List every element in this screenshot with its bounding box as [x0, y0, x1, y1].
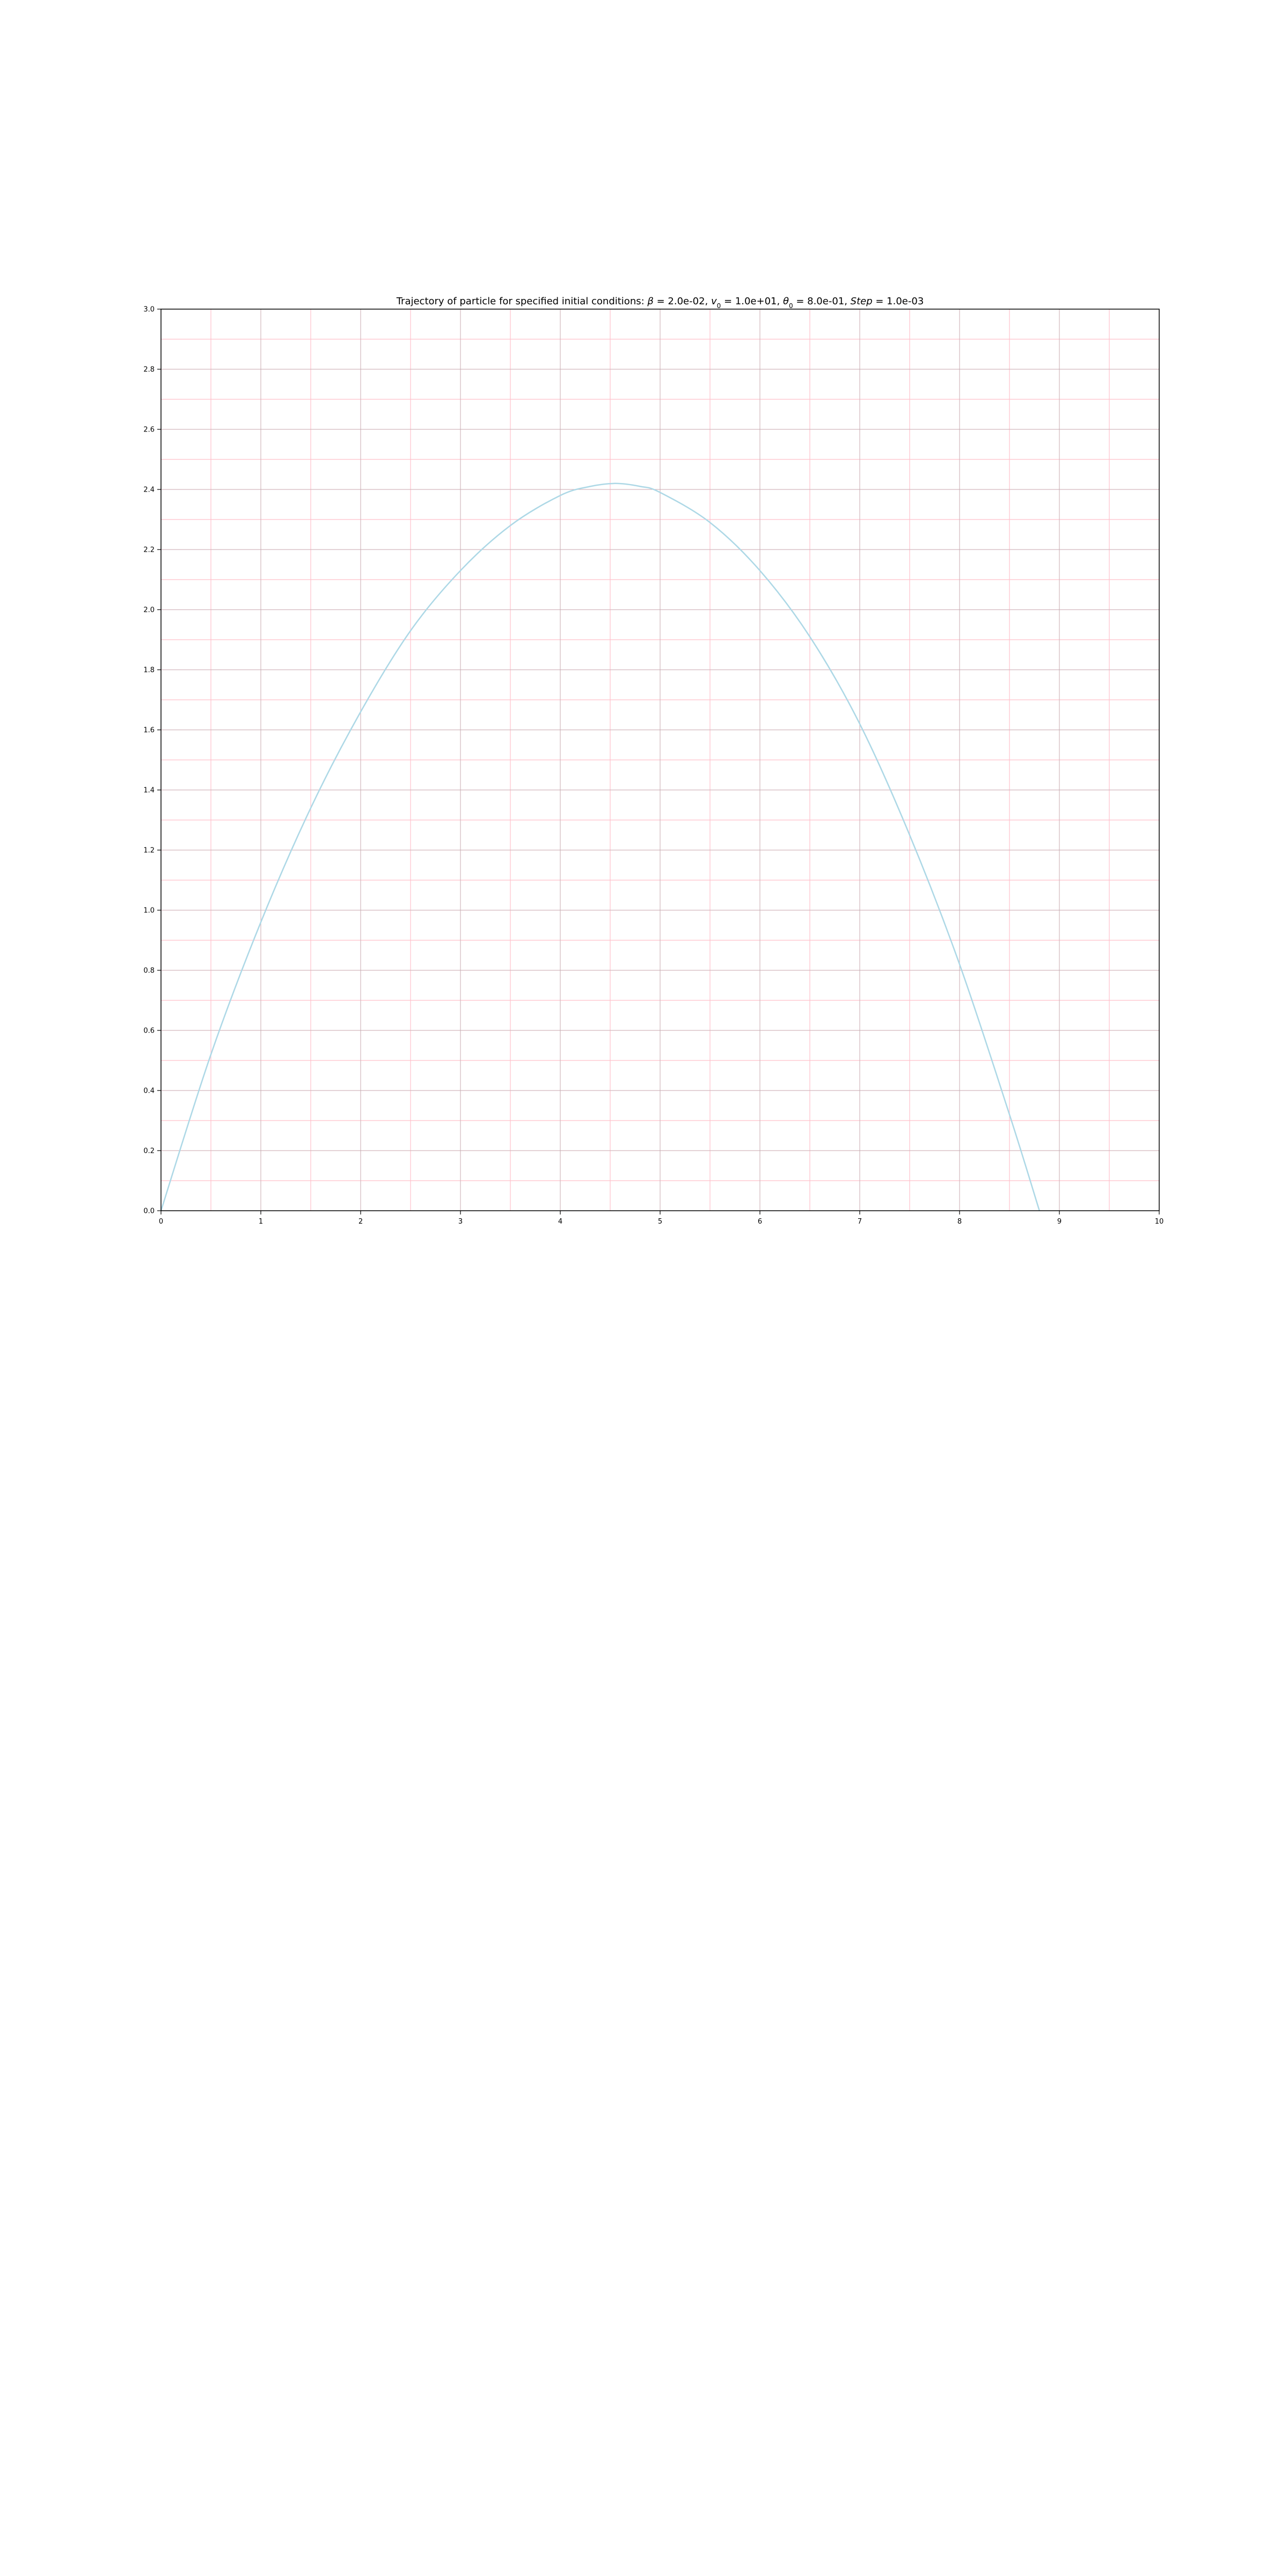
x-tick-label: 3 — [458, 1218, 463, 1226]
x-tick-label: 10 — [1155, 1218, 1164, 1226]
y-tick-label: 1.8 — [143, 667, 155, 675]
y-tick-label: 0.6 — [143, 1027, 155, 1035]
title-step-label: Step — [851, 296, 873, 307]
y-tick-label: 0.0 — [143, 1208, 155, 1216]
y-tick-label: 1.2 — [143, 847, 155, 855]
x-axis-ticks: 0 1 2 3 4 5 6 7 8 9 10 — [159, 1211, 1163, 1226]
x-tick-label: 8 — [957, 1218, 962, 1226]
y-tick-label: 3.0 — [143, 306, 155, 314]
y-tick-label: 2.4 — [143, 486, 155, 494]
y-tick-label: 2.6 — [143, 426, 155, 434]
y-tick-label: 2.0 — [143, 606, 155, 614]
title-v-symbol: v — [711, 296, 717, 307]
x-tick-label: 5 — [658, 1218, 662, 1226]
title-step-value: = 1.0e-03 — [873, 296, 924, 307]
y-tick-label: 2.2 — [143, 546, 155, 554]
title-theta-symbol: θ — [783, 296, 789, 307]
chart-title: Trajectory of particle for specified ini… — [396, 296, 924, 310]
y-tick-label: 1.4 — [143, 787, 155, 795]
y-tick-label: 1.0 — [143, 907, 155, 915]
title-v-subscript: 0 — [717, 302, 721, 310]
title-theta-value: = 8.0e-01, — [793, 296, 851, 307]
y-tick-label: 0.8 — [143, 967, 155, 975]
x-tick-label: 0 — [159, 1218, 163, 1226]
y-tick-label: 1.6 — [143, 727, 155, 735]
title-prefix: Trajectory of particle for specified ini… — [396, 296, 648, 307]
x-tick-label: 1 — [259, 1218, 263, 1226]
x-tick-label: 6 — [758, 1218, 762, 1226]
x-tick-label: 2 — [358, 1218, 363, 1226]
title-beta-value: = 2.0e-02, — [654, 296, 711, 307]
y-tick-label: 0.2 — [143, 1147, 155, 1155]
x-tick-label: 9 — [1057, 1218, 1062, 1226]
title-beta-symbol: β — [647, 296, 654, 307]
title-theta-subscript: 0 — [789, 302, 793, 310]
trajectory-line — [160, 482, 1040, 1211]
title-v-value: = 1.0e+01, — [721, 296, 783, 307]
y-tick-label: 2.8 — [143, 366, 155, 374]
series-layer — [160, 482, 1040, 1211]
y-axis-ticks: 0.0 0.2 0.4 0.6 0.8 1.0 1.2 1.4 1.6 1.8 2.0 2.2 2.4 2… — [143, 306, 161, 1216]
x-tick-label: 7 — [858, 1218, 862, 1226]
x-tick-label: 4 — [558, 1218, 562, 1226]
y-tick-label: 0.4 — [143, 1087, 155, 1095]
